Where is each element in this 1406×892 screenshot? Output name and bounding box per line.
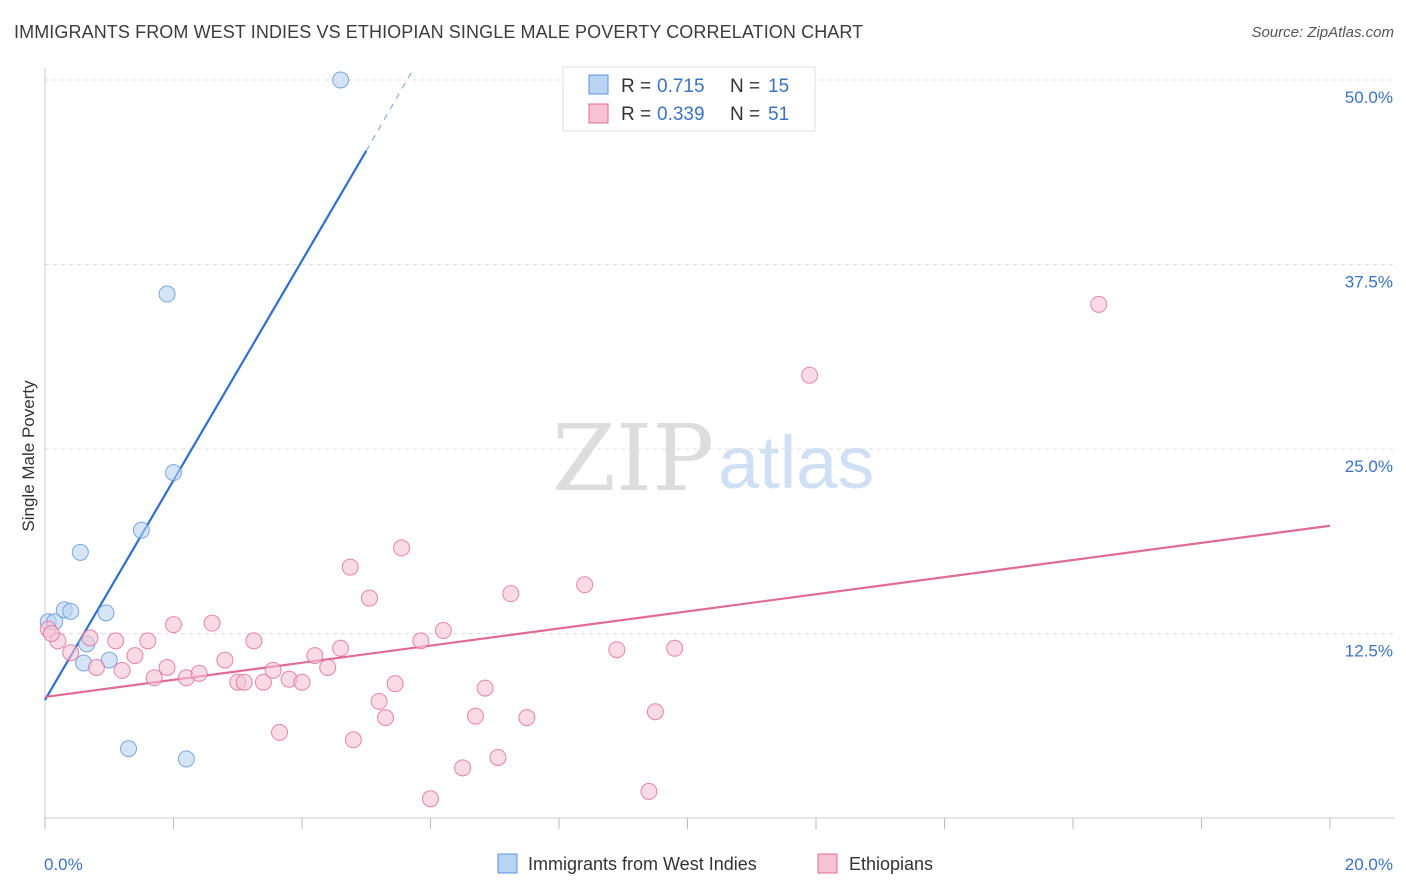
point-1-48 [801, 366, 819, 384]
point-1-8 [139, 632, 157, 650]
y-axis-label: Single Male Poverty [19, 380, 38, 532]
bottom-legend-swatch-blue [497, 853, 518, 874]
data-points [39, 71, 1108, 808]
point-1-32 [386, 675, 404, 693]
trend-lines [44, 72, 1331, 701]
y-tick-label-0: 12.5% [1345, 642, 1393, 661]
axes [44, 68, 1395, 829]
point-1-9 [145, 669, 163, 687]
point-1-35 [422, 790, 439, 808]
bottom-legend-swatch-pink [817, 853, 838, 874]
chart-title: IMMIGRANTS FROM WEST INDIES VS ETHIOPIAN… [14, 22, 864, 42]
x-tick-label-0: 0.0% [44, 855, 83, 874]
point-0-4 [71, 543, 89, 561]
point-1-24 [306, 647, 324, 665]
point-1-13 [190, 664, 208, 682]
point-1-26 [332, 639, 350, 657]
point-1-44 [608, 641, 626, 659]
point-1-38 [466, 707, 484, 725]
tick-labels: 12.5% 25.0% 37.5% 50.0% 0.0% 20.0% [44, 88, 1393, 874]
trend-line-west-indies [44, 150, 368, 701]
stats-legend: R = 0.715 N = 15 R = 0.339 N = 51 [562, 66, 816, 132]
point-0-13 [177, 750, 195, 768]
point-1-17 [235, 673, 253, 691]
point-1-20 [264, 661, 282, 679]
series-legend: Immigrants from West Indies Ethiopians [497, 853, 933, 874]
source-label: Source: ZipAtlas.com [1251, 24, 1394, 41]
point-1-19 [254, 673, 272, 691]
legend-swatch-blue [588, 74, 609, 95]
point-1-29 [360, 589, 378, 607]
point-1-15 [216, 651, 234, 669]
bottom-legend-label-2: Ethiopians [849, 854, 933, 874]
point-1-39 [476, 679, 494, 697]
point-1-7 [126, 647, 144, 665]
trend-line-west-indies-extension [365, 72, 412, 152]
point-0-8 [100, 651, 118, 669]
point-1-10 [158, 658, 176, 676]
trend-line-ethiopians [44, 524, 1331, 699]
y-tick-label-1: 25.0% [1345, 457, 1393, 476]
point-1-25 [319, 658, 337, 676]
watermark-atlas: atlas [718, 421, 874, 504]
bottom-legend-label-1: Immigrants from West Indies [528, 854, 757, 874]
legend-r-label-1: R = [621, 76, 651, 97]
point-1-30 [370, 692, 388, 710]
point-1-11 [165, 616, 182, 634]
point-1-31 [377, 709, 395, 727]
point-1-33 [393, 539, 411, 557]
point-1-34 [412, 632, 430, 650]
point-0-12 [165, 464, 182, 482]
x-tick-label-1: 20.0% [1345, 855, 1393, 874]
point-1-4 [87, 658, 105, 676]
legend-r-label-2: R = [621, 104, 651, 125]
point-1-23 [293, 673, 311, 691]
y-tick-label-2: 37.5% [1345, 273, 1393, 292]
point-1-43 [576, 576, 594, 594]
point-1-28 [344, 731, 362, 749]
point-1-5 [107, 632, 125, 650]
point-1-45 [640, 782, 658, 800]
point-1-41 [502, 585, 520, 603]
point-1-49 [1090, 295, 1108, 313]
point-1-36 [434, 622, 452, 640]
point-0-14 [332, 71, 350, 89]
point-1-21 [271, 723, 289, 741]
point-0-10 [132, 521, 150, 539]
point-1-37 [454, 759, 472, 777]
point-1-50 [42, 625, 60, 642]
legend-n-label-1: N = [730, 76, 760, 97]
point-1-2 [62, 644, 80, 662]
point-1-47 [666, 639, 684, 657]
legend-n-value-2: 51 [768, 104, 789, 125]
legend-n-label-2: N = [730, 104, 760, 125]
legend-r-value-1: 0.715 [657, 76, 705, 97]
point-1-6 [113, 661, 131, 679]
point-0-11 [158, 285, 176, 303]
point-1-42 [518, 709, 536, 727]
gridlines [45, 79, 1395, 634]
point-1-27 [341, 558, 359, 576]
point-1-40 [489, 748, 507, 766]
point-0-9 [120, 740, 138, 758]
legend-n-value-1: 15 [768, 76, 789, 97]
point-1-14 [203, 614, 221, 632]
legend-r-value-2: 0.339 [657, 104, 705, 125]
watermark-zip: ZIP [552, 405, 714, 512]
point-1-18 [245, 632, 263, 650]
legend-swatch-pink [588, 103, 609, 124]
y-tick-label-3: 50.0% [1345, 88, 1393, 107]
point-1-46 [646, 703, 664, 721]
point-0-3 [62, 602, 80, 620]
point-0-7 [97, 604, 115, 622]
point-1-3 [81, 629, 99, 647]
